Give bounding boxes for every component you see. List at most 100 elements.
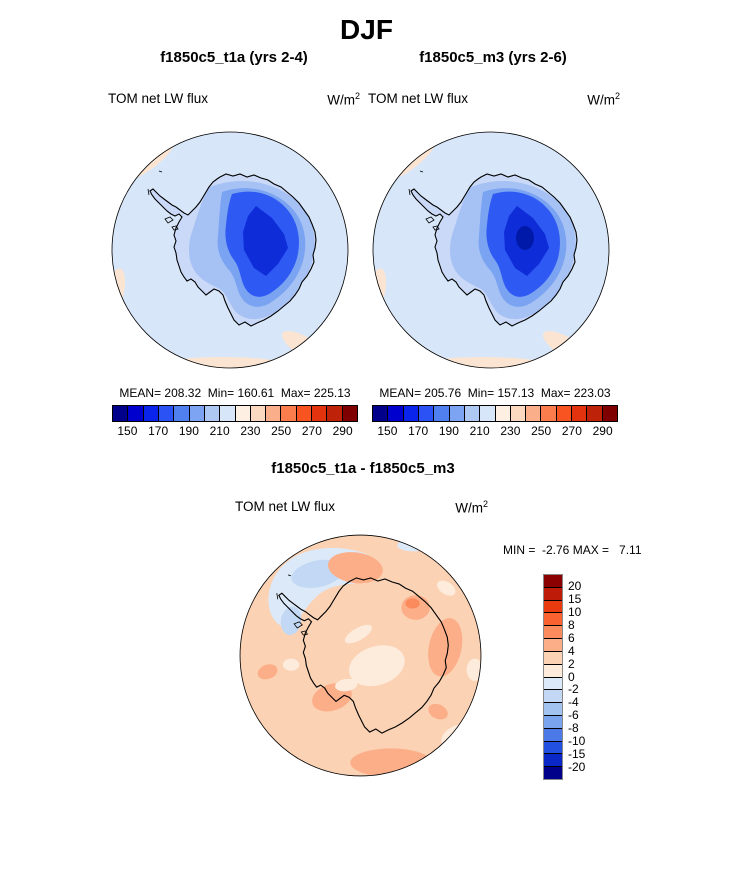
colorbar-right-ticks: 150 170 190 210 230 250 270 290 (372, 424, 618, 440)
colorbar-cell (417, 406, 434, 421)
colorbar-cell (373, 406, 388, 421)
max-diff-spot (405, 598, 420, 609)
colorbar-cell (463, 406, 480, 421)
colorbar-tick-label: 190 (178, 424, 199, 438)
diff-units-label: W/m2 (455, 499, 488, 516)
colorbar-tick-label: 190 (438, 424, 459, 438)
colorbar-cell (601, 406, 617, 421)
colorbar-cell (127, 406, 143, 421)
figure-title: DJF (340, 14, 393, 45)
colorbar-tick-label: -8 (568, 721, 579, 735)
diff-var-row: TOM net LW flux W/m2 (235, 499, 488, 516)
colorbar-tick-label: 230 (500, 424, 521, 438)
colorbar-tick-label: 6 (568, 630, 575, 645)
map-difference (239, 534, 482, 777)
colorbar-cell (509, 406, 526, 421)
colorbar-cell (586, 406, 602, 421)
colorbar-cell (280, 406, 296, 421)
colorbar-tick-label: -6 (568, 708, 579, 723)
left-panel-title: f1850c5_t1a (yrs 2-4) (160, 49, 308, 66)
map-left-f1850c5-t1a (111, 131, 349, 369)
right-stats: MEAN= 205.76 Min= 157.13 Max= 223.03 (379, 386, 611, 400)
colorbar-cell (544, 702, 562, 715)
colorbar-cell (544, 575, 562, 587)
colorbar-tick-label: 0 (568, 669, 575, 684)
colorbar-cell (544, 676, 562, 690)
colorbar-tick-label: 170 (408, 424, 429, 438)
colorbar-cell (479, 406, 495, 421)
colorbar-cell (219, 406, 235, 421)
colorbar-cell (544, 612, 562, 626)
colorbar-cell (311, 406, 327, 421)
colorbar-diff-ticks: 20 15 10 8 6 4 2 0 -2 -4 -6 -8 -10 -15 -20 (568, 574, 598, 780)
colorbar-tick-label: 150 (117, 424, 138, 438)
colorbar-cell (544, 766, 562, 779)
colorbar-cell (249, 406, 266, 421)
map-boundary-circle (372, 131, 610, 369)
colorbar-tick-label: 270 (301, 424, 322, 438)
colorbar-cell (544, 663, 562, 677)
colorbar-tick-label: 170 (148, 424, 169, 438)
colorbar-cell (402, 406, 418, 421)
colorbar-cell (234, 406, 250, 421)
colorbar-cell (142, 406, 158, 421)
colorbar-cell (525, 406, 541, 421)
colorbar-tick-label: 290 (332, 424, 353, 438)
colorbar-tick-label: 4 (568, 643, 575, 658)
colorbar-tick-label: 210 (209, 424, 230, 438)
coldest-core-contour (516, 226, 534, 250)
colorbar-cell (387, 406, 403, 421)
colorbar-tick-label: 150 (377, 424, 398, 438)
colorbar-cell (544, 753, 562, 767)
colorbar-tick-label: 270 (561, 424, 582, 438)
left-var-label: TOM net LW flux (108, 91, 209, 106)
diff-stats: MIN = -2.76 MAX = 7.11 (503, 543, 642, 557)
colorbar-tick-label: 250 (531, 424, 552, 438)
colorbar-cell (555, 406, 572, 421)
map-boundary-circle (111, 131, 349, 369)
colorbar-tick-label: -2 (568, 682, 579, 697)
colorbar-left (112, 405, 358, 422)
colorbar-cell (448, 406, 464, 421)
colorbar-cell (295, 406, 312, 421)
left-var-row: TOM net LW flux W/m2 (108, 91, 360, 108)
right-var-label: TOM net LW flux (368, 91, 469, 106)
colorbar-tick-label: 20 (568, 579, 582, 594)
colorbar-tick-label: 290 (592, 424, 613, 438)
colorbar-cell (544, 650, 562, 664)
diff-var-label: TOM net LW flux (235, 499, 336, 514)
colorbar-cell (544, 689, 562, 703)
colorbar-cell (157, 406, 174, 421)
colorbar-tick-label: -10 (568, 733, 586, 748)
colorbar-left-ticks: 150 170 190 210 230 250 270 290 (112, 424, 358, 440)
colorbar-tick-label: -15 (568, 746, 586, 761)
colorbar-cell (113, 406, 128, 421)
colorbar-cell (571, 406, 587, 421)
colorbar-diff (543, 574, 563, 780)
map-right-f1850c5-m3 (372, 131, 610, 369)
colorbar-tick-label: 10 (568, 605, 582, 620)
colorbar-tick-label: 230 (240, 424, 261, 438)
colorbar-cell (341, 406, 357, 421)
colorbar-cell (203, 406, 220, 421)
colorbar-right (372, 405, 618, 422)
colorbar-cell (433, 406, 449, 421)
colorbar-tick-label: 8 (568, 618, 575, 632)
colorbar-tick-label: -4 (568, 695, 579, 710)
colorbar-tick-label: 15 (568, 592, 582, 607)
colorbar-tick-label: 2 (568, 656, 575, 671)
colorbar-cell (544, 586, 562, 600)
colorbar-cell (544, 727, 562, 741)
colorbar-cell (494, 406, 510, 421)
colorbar-tick-label: -20 (568, 759, 586, 774)
colorbar-cell (544, 740, 562, 754)
colorbar-cell (544, 599, 562, 613)
colorbar-cell (544, 625, 562, 639)
colorbar-cell (544, 638, 562, 651)
colorbar-cell (540, 406, 556, 421)
diff-panel-title: f1850c5_t1a - f1850c5_m3 (271, 460, 455, 477)
colorbar-cell (265, 406, 281, 421)
map-boundary-circle (239, 534, 482, 777)
left-units-label: W/m2 (327, 91, 360, 108)
